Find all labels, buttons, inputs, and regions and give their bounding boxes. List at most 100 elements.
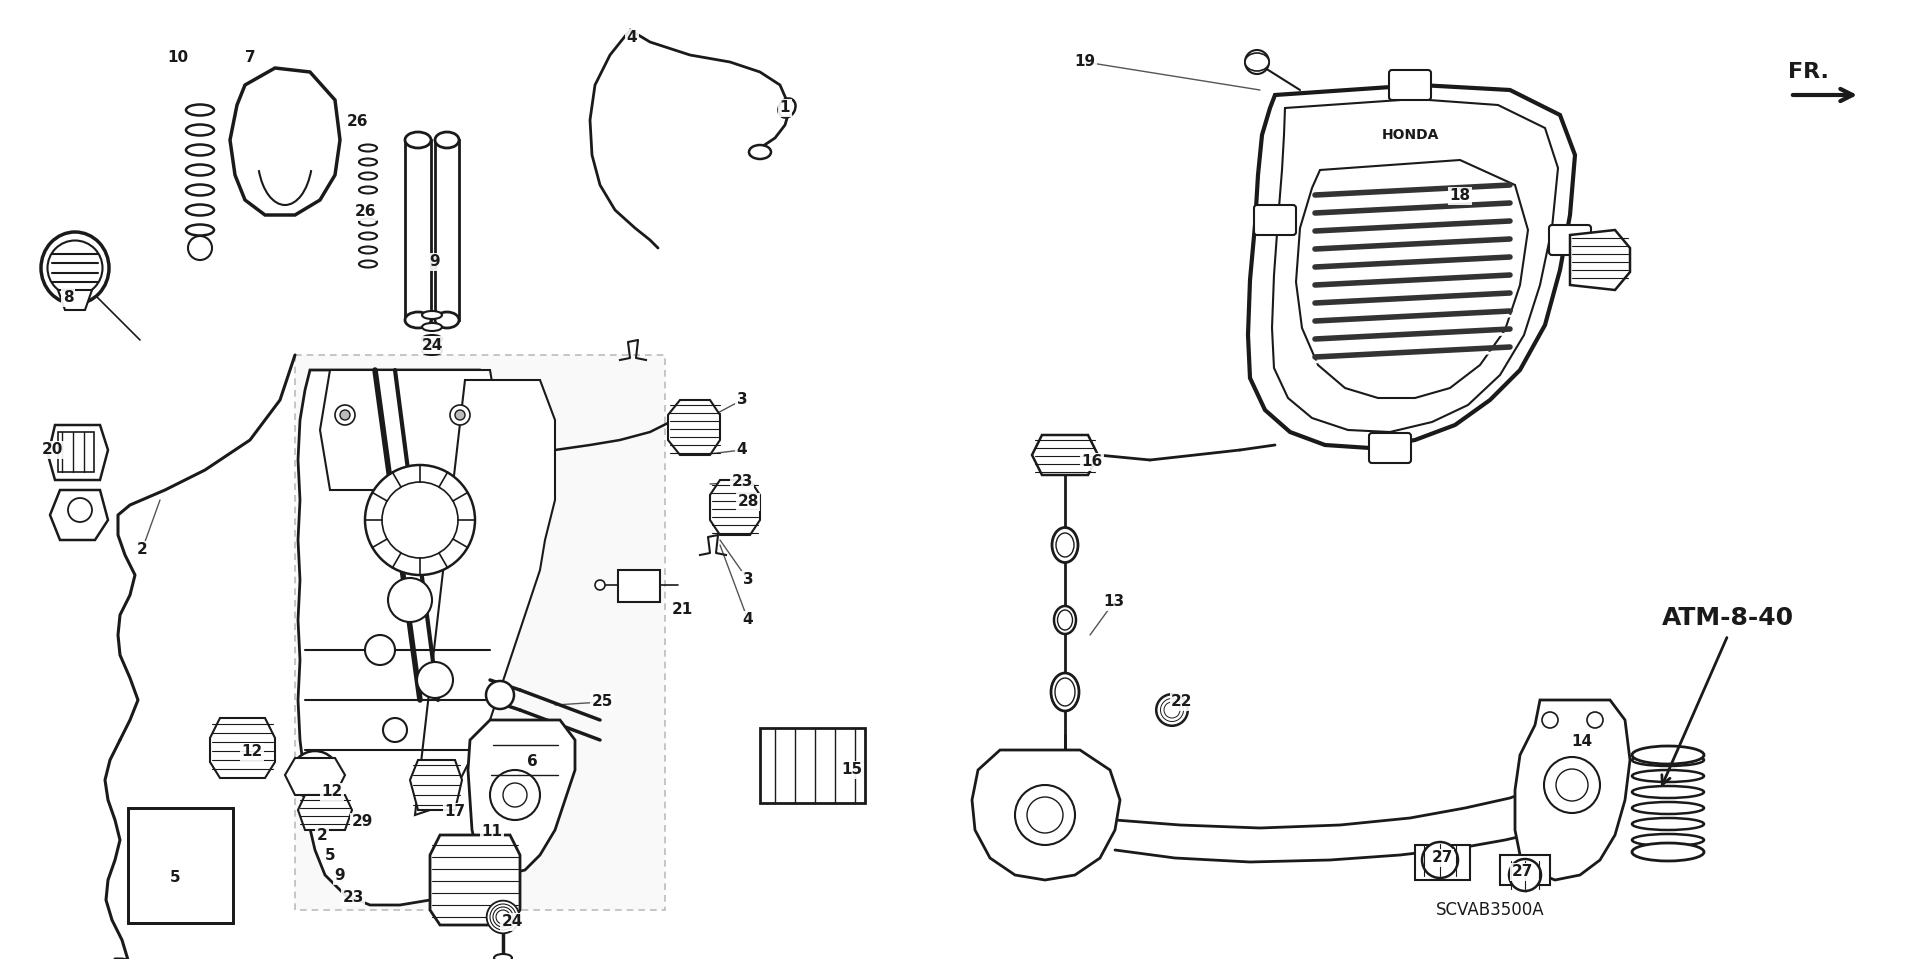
Text: HONDA: HONDA xyxy=(1380,128,1438,142)
Ellipse shape xyxy=(359,173,376,179)
Text: 26: 26 xyxy=(355,204,376,220)
Circle shape xyxy=(382,718,407,742)
Ellipse shape xyxy=(422,335,442,343)
Circle shape xyxy=(1588,712,1603,728)
Ellipse shape xyxy=(186,184,213,196)
Ellipse shape xyxy=(186,165,213,175)
Ellipse shape xyxy=(1632,746,1705,764)
Ellipse shape xyxy=(359,261,376,268)
Text: 11: 11 xyxy=(482,825,503,839)
FancyBboxPatch shape xyxy=(1254,205,1296,235)
Polygon shape xyxy=(468,720,574,875)
Text: 22: 22 xyxy=(1171,694,1192,710)
Circle shape xyxy=(486,681,515,709)
Ellipse shape xyxy=(359,232,376,240)
Polygon shape xyxy=(230,68,340,215)
Ellipse shape xyxy=(186,105,213,115)
Ellipse shape xyxy=(405,312,430,328)
Ellipse shape xyxy=(186,125,213,135)
Bar xyxy=(436,140,459,320)
Text: 14: 14 xyxy=(1571,735,1592,750)
Polygon shape xyxy=(1271,99,1557,432)
Text: 19: 19 xyxy=(1075,55,1096,69)
Ellipse shape xyxy=(493,954,513,959)
Text: 27: 27 xyxy=(1511,864,1532,879)
Circle shape xyxy=(503,783,526,807)
FancyBboxPatch shape xyxy=(1388,70,1430,100)
Polygon shape xyxy=(284,758,346,795)
Bar xyxy=(1634,755,1701,855)
Text: FR.: FR. xyxy=(1788,62,1828,82)
Ellipse shape xyxy=(186,204,213,216)
Text: 2: 2 xyxy=(317,829,328,844)
Ellipse shape xyxy=(1158,695,1187,725)
Text: 4: 4 xyxy=(737,442,747,457)
Ellipse shape xyxy=(495,910,511,924)
Ellipse shape xyxy=(422,311,442,319)
Bar xyxy=(1415,845,1471,880)
Circle shape xyxy=(1555,769,1588,801)
Ellipse shape xyxy=(778,99,795,118)
Text: 12: 12 xyxy=(242,744,263,760)
Text: 26: 26 xyxy=(346,114,369,129)
Polygon shape xyxy=(415,380,555,815)
Polygon shape xyxy=(972,750,1119,880)
Circle shape xyxy=(1027,797,1064,833)
Circle shape xyxy=(388,578,432,622)
Ellipse shape xyxy=(1632,786,1705,798)
Polygon shape xyxy=(1248,85,1574,448)
Ellipse shape xyxy=(359,219,376,225)
Polygon shape xyxy=(430,835,520,925)
Text: 3: 3 xyxy=(743,573,753,588)
Ellipse shape xyxy=(1054,678,1075,706)
Ellipse shape xyxy=(1050,673,1079,711)
Ellipse shape xyxy=(490,904,516,930)
Text: 17: 17 xyxy=(444,805,465,820)
Polygon shape xyxy=(48,425,108,480)
Circle shape xyxy=(365,465,474,575)
Text: 25: 25 xyxy=(591,694,612,710)
Polygon shape xyxy=(1571,230,1630,290)
Polygon shape xyxy=(50,490,108,540)
Polygon shape xyxy=(298,795,351,830)
Ellipse shape xyxy=(488,901,518,933)
Ellipse shape xyxy=(436,312,459,328)
Text: 8: 8 xyxy=(63,291,73,306)
Ellipse shape xyxy=(436,132,459,148)
Bar xyxy=(760,728,866,803)
Ellipse shape xyxy=(1632,770,1705,782)
Text: 13: 13 xyxy=(1104,595,1125,610)
Text: 24: 24 xyxy=(420,338,444,353)
Text: 18: 18 xyxy=(1450,189,1471,203)
Ellipse shape xyxy=(359,186,376,194)
Ellipse shape xyxy=(422,323,442,331)
Polygon shape xyxy=(668,400,720,455)
Bar xyxy=(129,808,232,923)
Ellipse shape xyxy=(186,224,213,236)
Circle shape xyxy=(365,635,396,665)
Text: 2: 2 xyxy=(136,543,148,557)
Ellipse shape xyxy=(1632,834,1705,846)
Text: 10: 10 xyxy=(167,51,188,65)
Circle shape xyxy=(490,770,540,820)
Bar xyxy=(618,570,660,602)
Bar xyxy=(58,432,94,472)
Text: 24: 24 xyxy=(501,915,522,929)
Polygon shape xyxy=(298,370,495,905)
Circle shape xyxy=(334,405,355,425)
Text: 23: 23 xyxy=(732,475,753,489)
Text: 28: 28 xyxy=(737,495,758,509)
FancyBboxPatch shape xyxy=(1369,433,1411,463)
Circle shape xyxy=(382,482,459,558)
Text: 21: 21 xyxy=(672,602,693,618)
Text: 20: 20 xyxy=(42,442,63,457)
Ellipse shape xyxy=(1058,610,1073,630)
Polygon shape xyxy=(209,718,275,778)
Ellipse shape xyxy=(359,158,376,166)
Text: 15: 15 xyxy=(841,762,862,778)
Polygon shape xyxy=(1033,435,1098,475)
Circle shape xyxy=(1016,785,1075,845)
Text: SCVAB3500A: SCVAB3500A xyxy=(1436,901,1544,919)
Ellipse shape xyxy=(48,241,102,295)
Text: 23: 23 xyxy=(342,890,363,904)
